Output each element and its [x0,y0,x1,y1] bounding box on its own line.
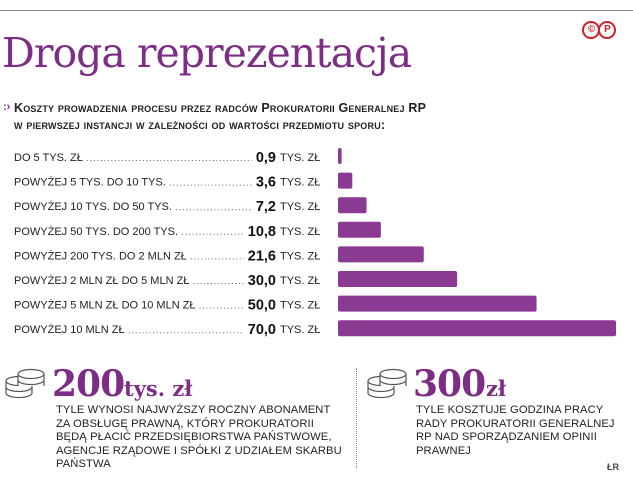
stat-1-description: TYLE WYNOSI NAJWYŻSZY ROCZNY ABONAMENT Z… [56,404,356,472]
value-label: 21,6 [248,248,276,264]
bar [338,197,367,214]
category-label: POWYŻEJ 5 TYS. DO 10 TYS. [14,176,166,189]
subtitle-line-1: Koszty prowadzenia procesu przez radców … [14,101,427,115]
coins-icon [5,368,45,399]
stat-1-line: TYLE WYNOSI NAJWYŻSZY ROCZNY ABONAMENT [56,404,331,416]
top-rule [0,10,633,11]
bar [338,246,424,263]
unit-label: TYS. ZŁ [280,275,320,287]
value-label: 3,6 [256,175,276,191]
category-label: POWYŻEJ 5 MLN ZŁ DO 10 MLN ZŁ [14,299,196,312]
stat-2-line: TYLE KOSZTUJE GODZINA PRACY [416,404,604,416]
subtitle-marker-icon: :› [3,101,11,113]
value-label: 0,9 [256,150,276,166]
publisher-logo: © P [582,20,616,39]
page-title: Droga reprezentacja [2,29,412,77]
category-label: POWYŻEJ 10 TYS. DO 50 TYS. [14,200,172,213]
value-label: 70,0 [248,322,276,338]
bar [338,271,458,287]
bar [338,295,537,312]
stat-2-line: PRAWNEJ [416,444,471,457]
stat-2-line: RP NAD SPORZĄDZANIEM OPINII [416,431,597,443]
coins-icon [367,368,407,399]
unit-label: TYS. ZŁ [280,300,320,312]
stats-divider [356,368,357,468]
unit-label: TYS. ZŁ [280,201,320,213]
category-label: DO 5 TYS. ZŁ [14,152,83,164]
stat-2-description: TYLE KOSZTUJE GODZINA PRACY RADY PROKURA… [416,404,628,458]
chart-subtitle: Koszty prowadzenia procesu przez radców … [14,100,624,134]
bar [338,148,342,164]
category-label: POWYŻEJ 200 TYS. DO 2 MLN ZŁ [14,249,187,262]
cost-bar-chart: DO 5 TYS. ZŁ 0,9 TYS. ZŁ POWYŻEJ 5 TYS. DO … [14,148,616,338]
value-label: 7,2 [256,199,276,215]
value-label: 10,8 [248,224,276,240]
subtitle-line-2: w pierwszej instancji w zależności od wa… [14,118,386,132]
category-label: POWYŻEJ 10 MLN ZŁ [14,323,125,336]
stat-2-line: RADY PROKURATORII GENERALNEJ [416,417,615,430]
bar [338,172,353,189]
stat-1-line: BĘDĄ PŁACIĆ PRZEDSIĘBIORSTWA PAŃSTWOWE, [56,431,332,443]
unit-label: TYS. ZŁ [280,226,320,238]
category-label: POWYŻEJ 50 TYS. DO 200 TYS. [14,225,178,238]
unit-label: TYS. ZŁ [280,324,320,336]
stat-2-number: 300 [413,363,486,405]
stat-1-number: 200 [52,363,125,405]
unit-label: TYS. ZŁ [280,250,320,262]
category-label: POWYŻEJ 2 MLN ZŁ DO 5 MLN ZŁ [14,274,189,287]
value-label: 50,0 [248,298,276,314]
stat-1-line: ZA OBSŁUGĘ PRAWNĄ, KTÓRY PROKURATORII [56,417,314,430]
unit-label: TYS. ZŁ [280,152,320,164]
bar [338,221,381,238]
stat-1-line: PAŃSTWA [56,458,111,470]
stat-1-line: AGENCJE RZĄDOWE I SPÓŁKI Z UDZIAŁEM SKAR… [56,444,342,457]
stat-1-unit: tys. zł [124,376,193,401]
value-label: 30,0 [248,273,276,289]
author-credit: ŁR [607,462,619,472]
bar [338,320,616,337]
stat-2-unit: zł [486,376,507,401]
unit-label: TYS. ZŁ [280,177,320,189]
